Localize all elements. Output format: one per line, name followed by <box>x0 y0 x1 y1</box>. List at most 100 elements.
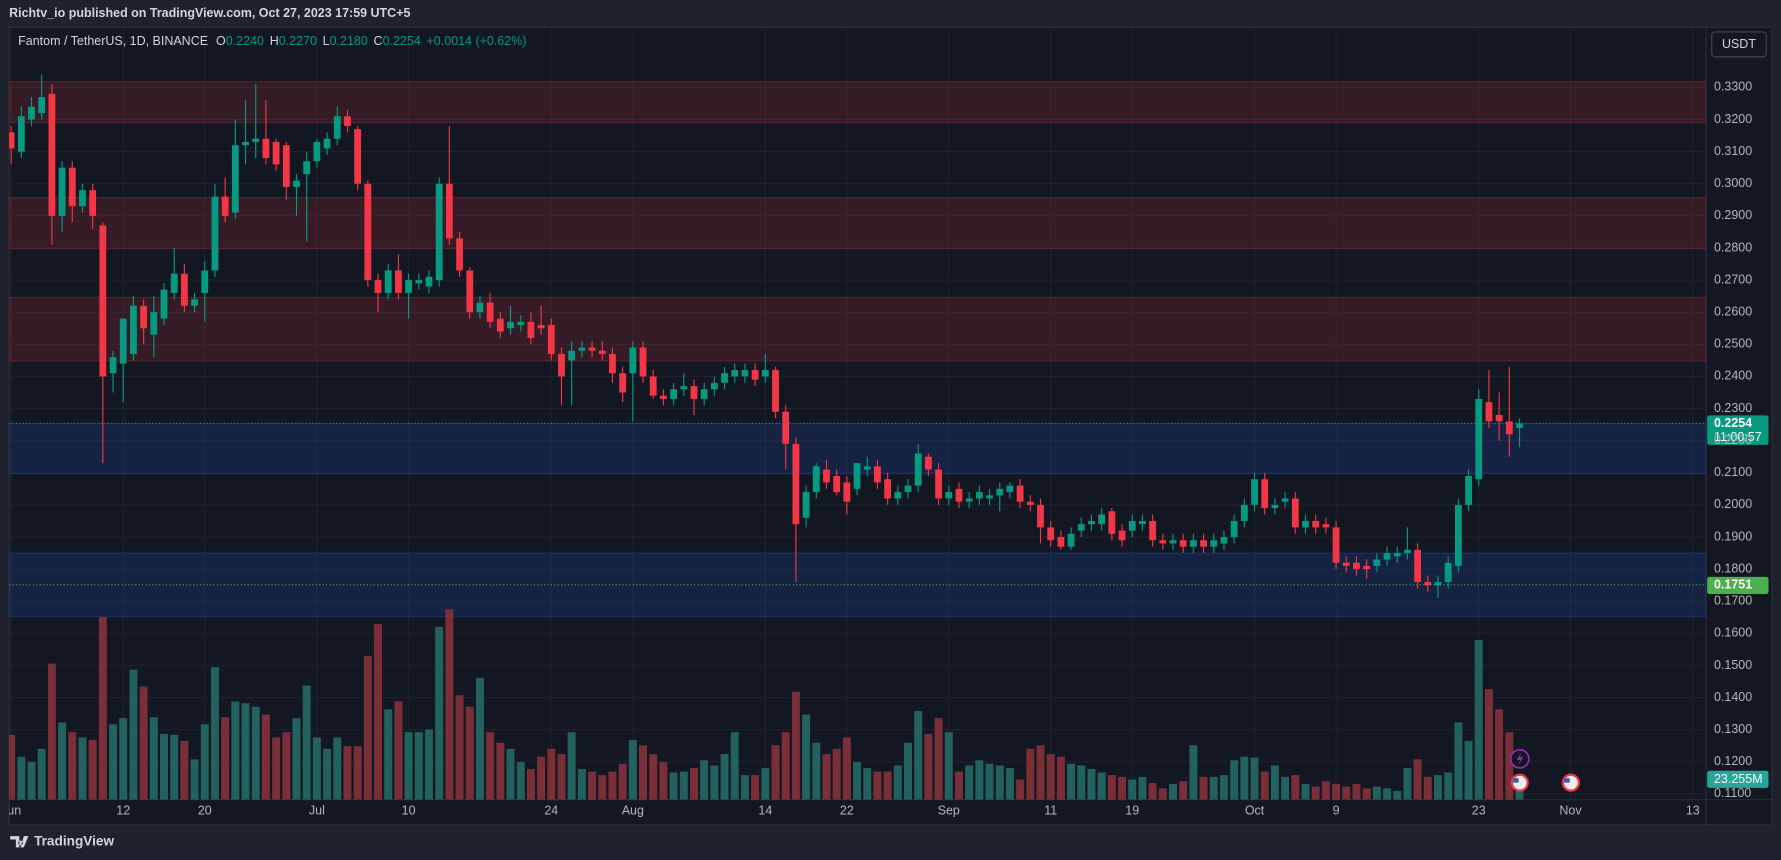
candle-body <box>466 270 474 313</box>
volume-bar <box>1128 779 1137 800</box>
candle-body <box>333 116 341 139</box>
currency-label[interactable]: USDT <box>1722 37 1756 51</box>
y-tick-label: 0.2400 <box>1714 369 1752 383</box>
candle-body <box>1077 524 1085 531</box>
candle-body <box>1139 520 1146 525</box>
volume-bar <box>934 718 943 800</box>
volume-bar <box>822 754 831 800</box>
flag-canton <box>1512 778 1519 783</box>
candle-body <box>649 376 657 396</box>
y-tick-label: 0.1500 <box>1714 658 1752 672</box>
volume-bar <box>1219 775 1228 800</box>
candle-body <box>211 196 219 271</box>
volume-bar <box>221 717 230 800</box>
flag-icon[interactable] <box>1510 773 1529 792</box>
candle-body <box>415 280 423 284</box>
volume-bar <box>598 775 607 800</box>
volume-bar <box>353 746 362 800</box>
volume-label-box <box>1707 770 1769 788</box>
candle-body <box>1159 540 1167 544</box>
event-icon-bolt <box>1516 752 1524 766</box>
candle-body <box>751 370 759 380</box>
candle-body <box>262 138 270 159</box>
volume-bar <box>618 763 627 800</box>
price-label-box <box>1707 415 1769 445</box>
candle-body <box>874 466 881 483</box>
candle-body <box>1037 504 1044 528</box>
candle-body <box>68 167 76 207</box>
volume-bar <box>1464 740 1473 800</box>
volume-bar <box>679 771 688 800</box>
volume-bar <box>1036 745 1045 800</box>
candle-body <box>833 475 841 493</box>
volume-bar <box>231 701 240 800</box>
volume-bar <box>129 669 138 800</box>
x-tick-label: 20 <box>198 803 212 817</box>
volume-bar <box>1209 776 1218 800</box>
candle-body <box>975 492 983 499</box>
volume-bar <box>119 718 128 800</box>
candle-body <box>1088 520 1095 525</box>
volume-bar <box>1179 781 1188 800</box>
x-tick-label: Oct <box>1245 803 1265 817</box>
volume-bar <box>1281 776 1290 800</box>
volume-bar <box>751 775 760 800</box>
candle-body <box>252 138 260 142</box>
candle-body <box>476 302 484 313</box>
volume-bar <box>149 717 158 800</box>
flag-icon[interactable] <box>1561 773 1580 792</box>
candle-body <box>425 276 433 287</box>
x-tick-label: 23 <box>1472 803 1486 817</box>
y-tick-label: 0.1800 <box>1714 561 1752 575</box>
candle-body <box>9 132 15 149</box>
candle-body <box>1169 540 1177 544</box>
candle-body <box>986 495 993 499</box>
y-tick-label: 0.1700 <box>1714 594 1752 608</box>
volume-bar <box>1199 776 1208 800</box>
candle-body <box>1424 581 1432 586</box>
candle-body <box>1210 540 1218 547</box>
volume-bar <box>1454 722 1463 800</box>
legend-open-label: O <box>216 34 226 48</box>
volume-bar <box>1005 768 1014 800</box>
candle-body <box>456 238 463 271</box>
candle-body <box>58 167 66 216</box>
volume-bar <box>445 609 454 800</box>
volume-bar <box>506 748 515 800</box>
volume-bar <box>241 703 250 800</box>
candle-body <box>1475 398 1483 480</box>
volume-bar <box>1250 757 1259 800</box>
candle-body <box>1261 479 1269 509</box>
legend-high-label: H <box>270 34 279 48</box>
volume-bar <box>282 732 291 800</box>
legend-low: 0.2180 <box>330 34 368 48</box>
y-tick-label: 0.2500 <box>1714 337 1752 351</box>
x-tick-label: Aug <box>622 803 644 817</box>
y-tick-label: 0.1300 <box>1714 722 1752 736</box>
candle-body <box>1342 562 1350 566</box>
volume-bar <box>1056 756 1065 800</box>
candle-body <box>354 129 362 184</box>
volume-bar <box>588 771 597 800</box>
candle-body <box>1404 549 1411 554</box>
candle-body <box>1312 520 1320 528</box>
volume-bar <box>730 732 739 800</box>
candle-body <box>38 97 46 114</box>
volume-bar <box>1495 709 1504 800</box>
volume-bar <box>414 732 423 800</box>
y-tick-label: 0.2300 <box>1714 401 1752 415</box>
volume-bar <box>1016 779 1025 800</box>
candle-body <box>405 280 413 293</box>
legend-close: 0.2254 <box>383 34 421 48</box>
y-tick-label: 0.3000 <box>1714 176 1752 190</box>
volume-bar <box>496 742 505 800</box>
volume-bar <box>98 617 107 800</box>
volume-bar <box>323 748 332 800</box>
volume-bar <box>914 711 923 800</box>
currency-button[interactable] <box>1711 31 1767 58</box>
candle-body <box>863 466 871 470</box>
volume-bar <box>842 737 851 800</box>
x-tick-label: Sep <box>938 803 960 817</box>
